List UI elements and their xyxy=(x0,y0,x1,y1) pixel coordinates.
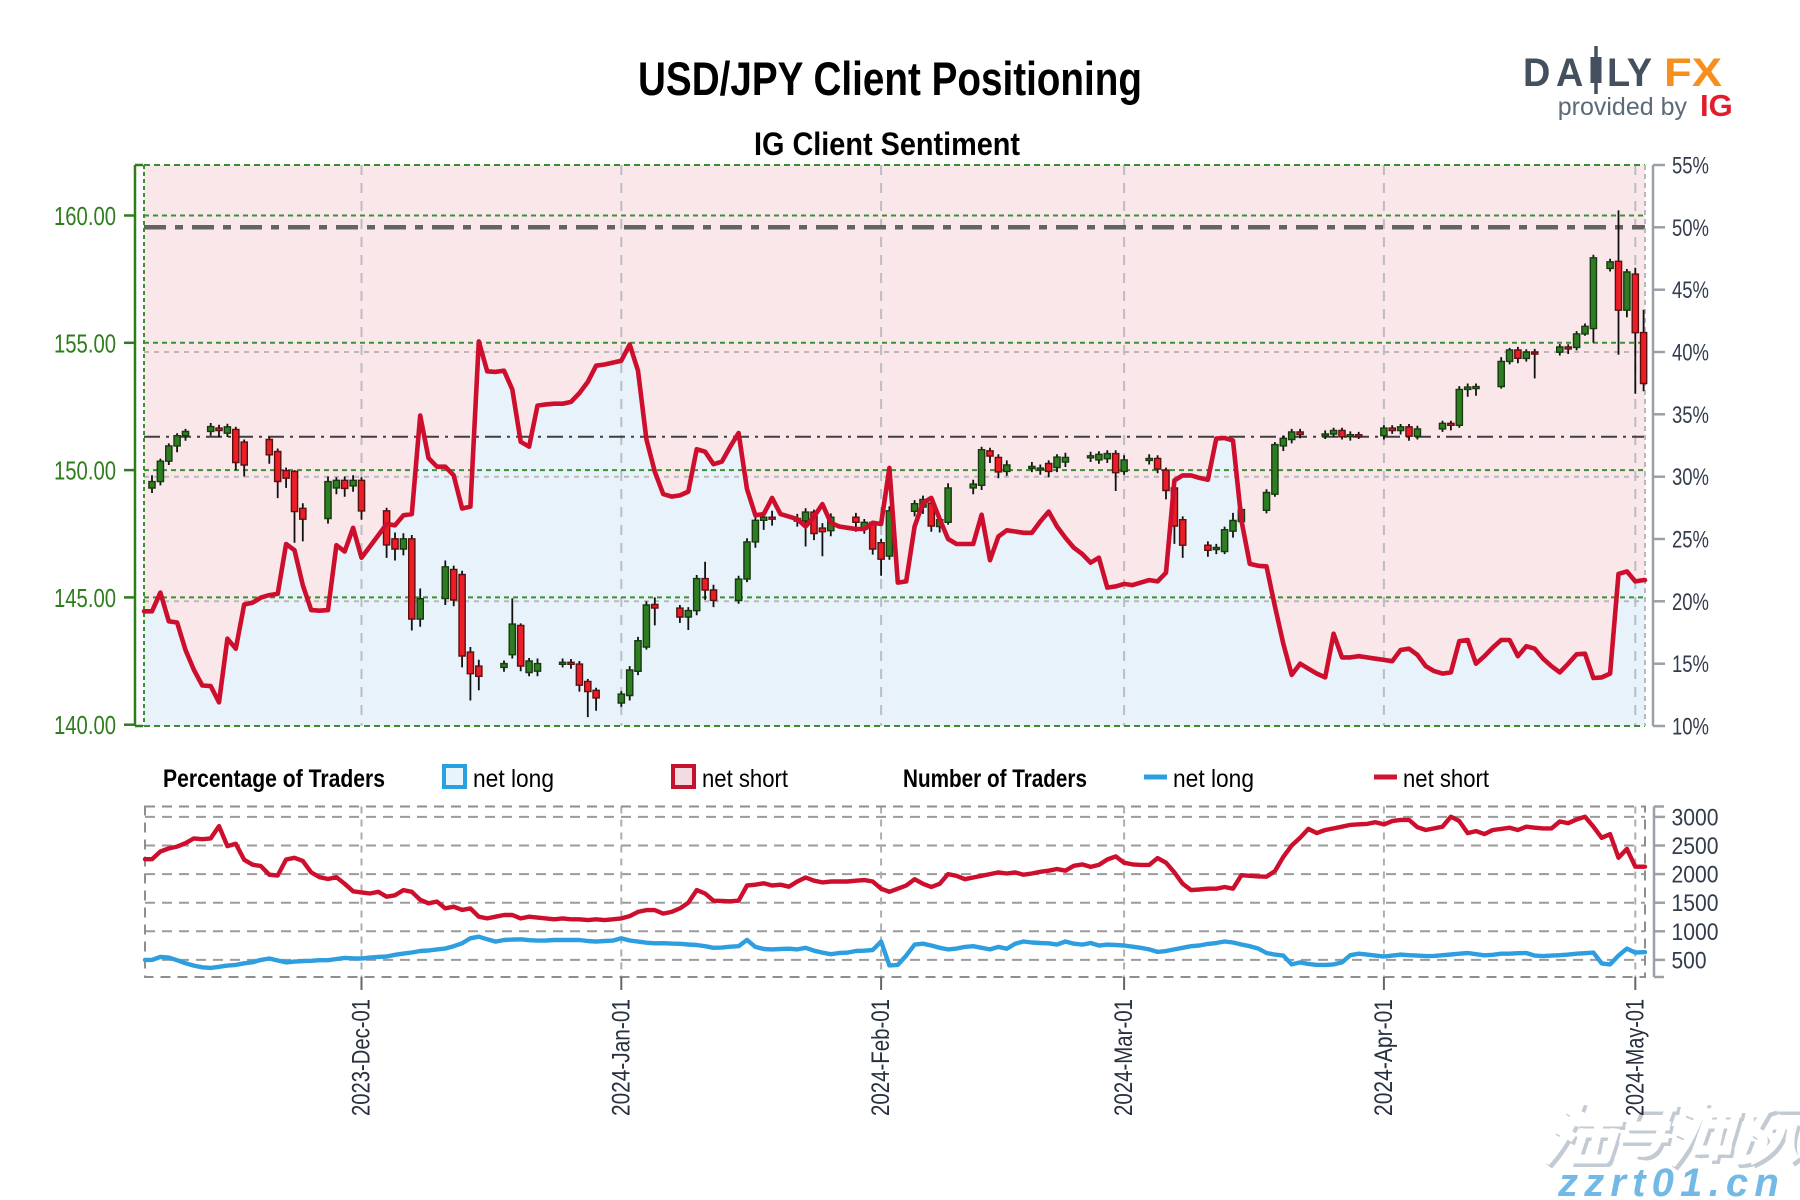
svg-text:45%: 45% xyxy=(1672,277,1709,304)
svg-text:160.00: 160.00 xyxy=(54,201,116,231)
svg-text:25%: 25% xyxy=(1672,527,1709,554)
svg-text:150.00: 150.00 xyxy=(54,456,116,486)
svg-text:net long: net long xyxy=(1173,765,1254,793)
svg-text:IG: IG xyxy=(1700,88,1733,123)
svg-text:155.00: 155.00 xyxy=(54,328,116,358)
svg-text:1000: 1000 xyxy=(1672,919,1719,946)
svg-text:2023-Dec-01: 2023-Dec-01 xyxy=(348,999,376,1116)
svg-text:40%: 40% xyxy=(1672,340,1709,367)
svg-text:2024-Apr-01: 2024-Apr-01 xyxy=(1370,999,1398,1116)
svg-text:2024-May-01: 2024-May-01 xyxy=(1621,999,1649,1116)
svg-text:145.00: 145.00 xyxy=(54,583,116,613)
svg-text:1500: 1500 xyxy=(1672,890,1719,917)
svg-text:140.00: 140.00 xyxy=(54,710,116,740)
svg-text:zzrt01.cn: zzrt01.cn xyxy=(1557,1161,1785,1200)
svg-text:FX: FX xyxy=(1664,51,1722,95)
svg-text:net long: net long xyxy=(473,765,554,793)
svg-text:2024-Jan-01: 2024-Jan-01 xyxy=(607,999,635,1116)
svg-text:35%: 35% xyxy=(1672,402,1709,429)
svg-text:IG Client Sentiment: IG Client Sentiment xyxy=(754,126,1020,162)
svg-text:500: 500 xyxy=(1672,947,1707,974)
svg-text:20%: 20% xyxy=(1672,589,1709,616)
svg-text:Percentage of Traders: Percentage of Traders xyxy=(163,765,385,793)
svg-text:10%: 10% xyxy=(1672,714,1709,741)
svg-text:2024-Mar-01: 2024-Mar-01 xyxy=(1110,999,1138,1116)
svg-text:provided by: provided by xyxy=(1558,93,1688,121)
svg-text:50%: 50% xyxy=(1672,215,1709,242)
svg-text:Number of Traders: Number of Traders xyxy=(903,765,1087,793)
svg-text:LY: LY xyxy=(1607,51,1652,95)
svg-text:30%: 30% xyxy=(1672,464,1709,491)
svg-text:15%: 15% xyxy=(1672,651,1709,678)
svg-text:net short: net short xyxy=(1403,765,1489,793)
svg-text:DA: DA xyxy=(1523,51,1589,95)
svg-text:2024-Feb-01: 2024-Feb-01 xyxy=(867,999,895,1116)
svg-text:55%: 55% xyxy=(1672,153,1709,180)
svg-text:USD/JPY Client Positioning: USD/JPY Client Positioning xyxy=(638,52,1142,105)
svg-text:3000: 3000 xyxy=(1672,804,1719,831)
svg-text:2000: 2000 xyxy=(1672,862,1719,889)
svg-text:net short: net short xyxy=(702,765,788,793)
svg-text:2500: 2500 xyxy=(1672,833,1719,860)
